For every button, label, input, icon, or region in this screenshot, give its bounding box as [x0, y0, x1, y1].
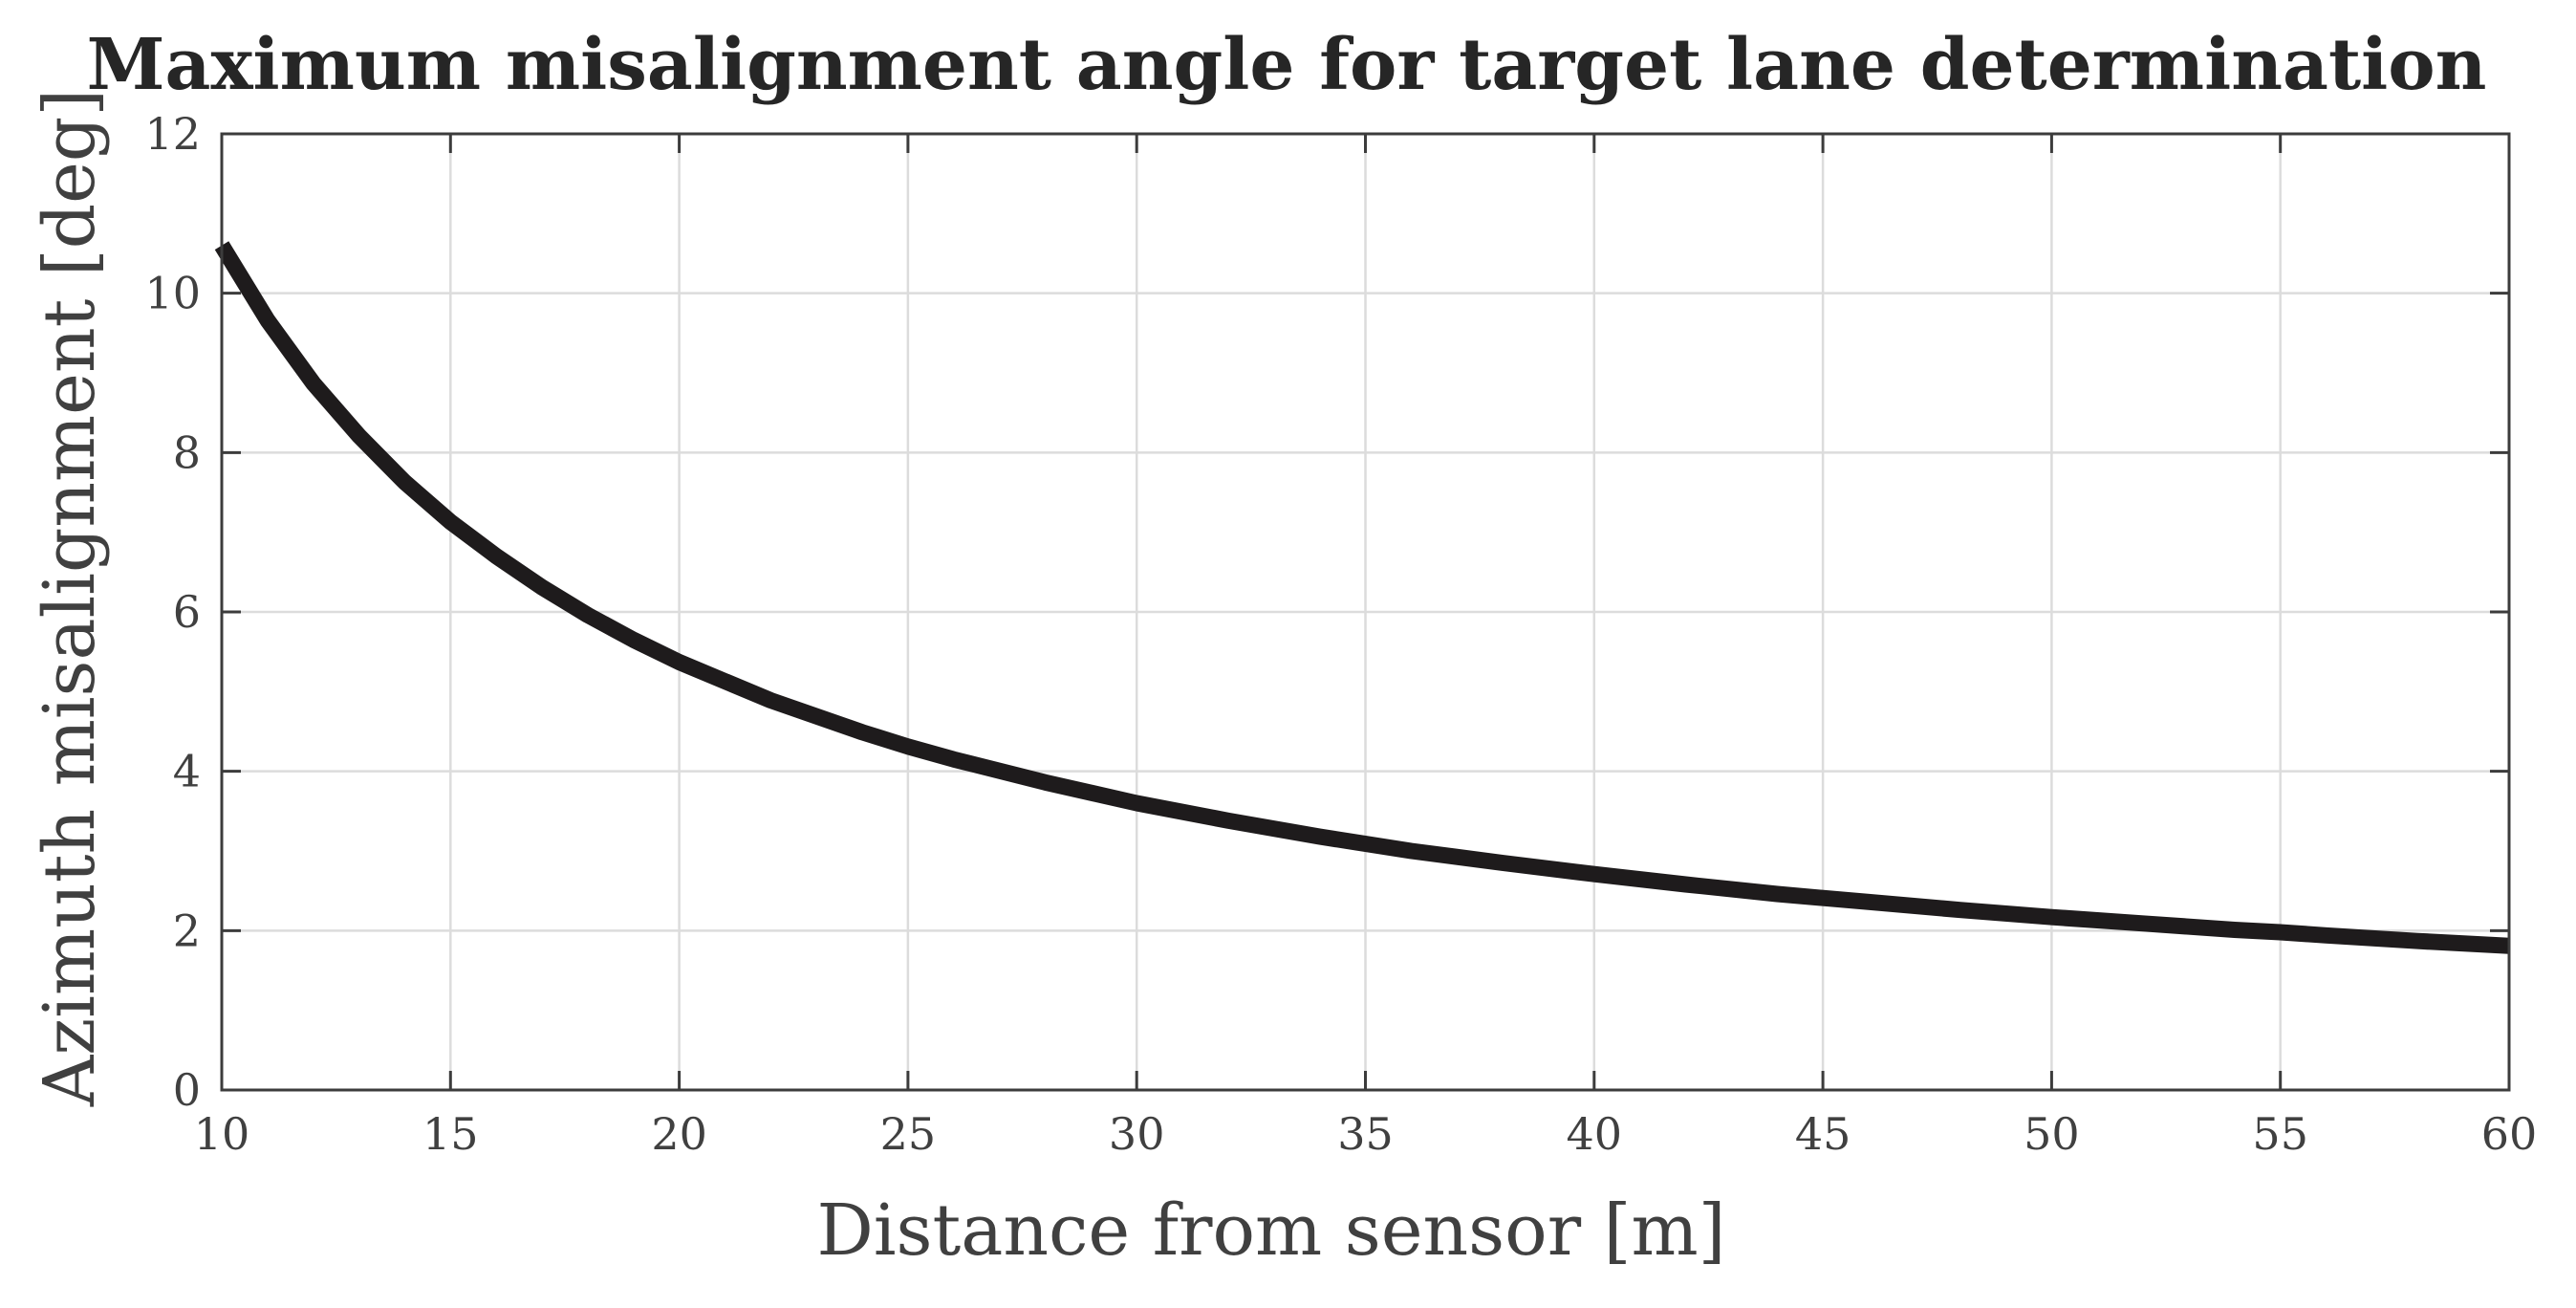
x-tick-label: 40 [1567, 1108, 1623, 1160]
x-tick-label: 50 [2024, 1108, 2080, 1160]
y-tick-label: 10 [144, 268, 201, 319]
tick-marks [220, 132, 2511, 1092]
grid [222, 134, 2509, 1090]
x-tick-label: 25 [880, 1108, 937, 1160]
y-tick-label: 2 [173, 905, 201, 956]
x-axis-label: Distance from sensor [m] [816, 1189, 1725, 1272]
y-tick-label: 4 [173, 746, 201, 797]
x-tick-label: 10 [194, 1108, 250, 1160]
y-tick-label: 6 [173, 586, 201, 638]
y-tick-label: 12 [144, 108, 201, 160]
x-tick-label: 30 [1109, 1108, 1165, 1160]
y-tick-label: 8 [173, 426, 201, 478]
series-line [214, 241, 2510, 954]
x-tick-label: 60 [2481, 1108, 2538, 1160]
x-tick-label: 15 [422, 1108, 479, 1160]
y-axis-label: Azimuth misalignment [deg] [29, 89, 111, 1107]
chart-title: Maximum misalignment angle for target la… [87, 24, 2487, 106]
y-axis-tick-labels: 0 2 4 6 8 10 12 [144, 108, 201, 1116]
series-layer [214, 241, 2510, 954]
x-tick-label: 55 [2252, 1108, 2308, 1160]
x-tick-label: 20 [651, 1108, 707, 1160]
x-tick-label: 45 [1795, 1108, 1851, 1160]
y-tick-label: 0 [173, 1064, 201, 1116]
x-axis-tick-labels: 10 15 20 25 30 35 40 45 50 55 60 [194, 1108, 2538, 1160]
x-tick-label: 35 [1337, 1108, 1394, 1160]
